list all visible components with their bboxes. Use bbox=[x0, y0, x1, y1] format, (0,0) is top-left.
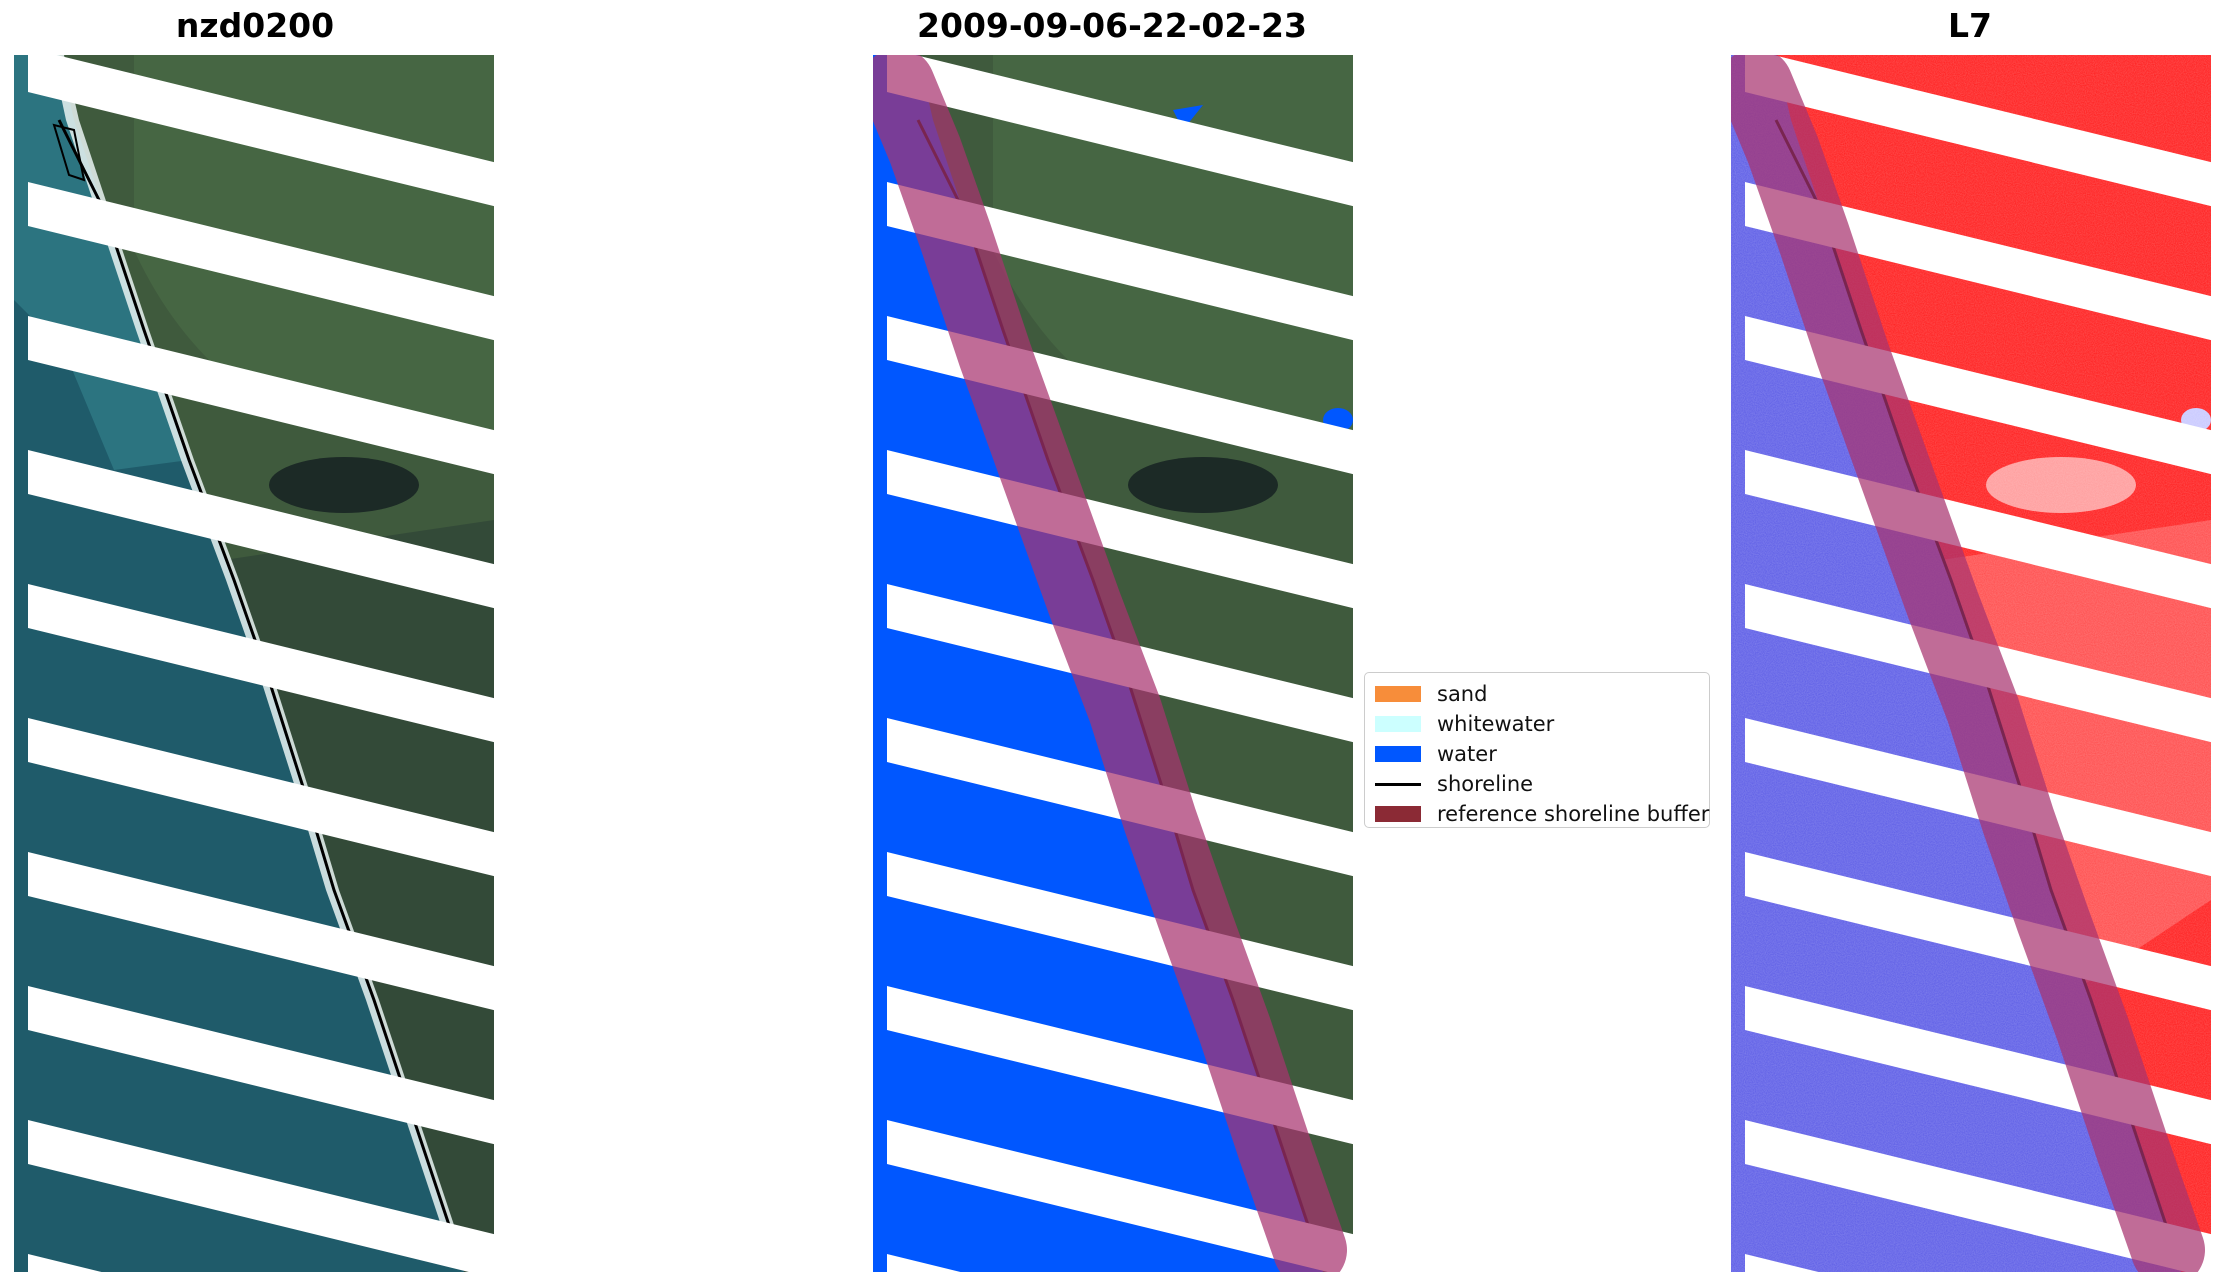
legend-item-buffer: reference shoreline buffer bbox=[1375, 799, 1709, 829]
legend-item-sand: sand bbox=[1375, 679, 1699, 709]
buffer-swatch bbox=[1375, 806, 1421, 822]
sea-shallow bbox=[14, 55, 189, 470]
reference-shoreline-buffer bbox=[1731, 55, 2205, 1272]
panel-title-date: 2009-09-06-22-02-23 bbox=[917, 6, 1307, 45]
lagoon-outline bbox=[52, 123, 86, 182]
surf-zone bbox=[52, 55, 459, 1240]
legend-item-shoreline: shoreline bbox=[1375, 769, 1699, 799]
legend-label: shoreline bbox=[1437, 772, 1534, 796]
rgb-image-panel bbox=[14, 55, 494, 1272]
legend-label: sand bbox=[1437, 682, 1488, 706]
water-swatch bbox=[1375, 746, 1421, 762]
legend-label: whitewater bbox=[1437, 712, 1555, 736]
lake bbox=[269, 457, 419, 513]
legend-item-whitewater: whitewater bbox=[1375, 709, 1699, 739]
whitewater-swatch bbox=[1375, 716, 1421, 732]
shoreline bbox=[57, 119, 456, 1241]
panel-title-image-id: nzd0200 bbox=[175, 6, 335, 45]
land-shading bbox=[993, 55, 1353, 460]
legend-item-water: water bbox=[1375, 739, 1699, 769]
shoreline-line-swatch bbox=[1375, 782, 1421, 786]
panel-title-satellite: L7 bbox=[1948, 6, 1992, 45]
sand-swatch bbox=[1375, 686, 1421, 702]
classified-image-panel bbox=[873, 55, 1353, 1272]
water-index-panel bbox=[1731, 55, 2211, 1272]
water-class-pond bbox=[1323, 408, 1353, 432]
land-shading bbox=[134, 55, 494, 460]
legend: sand whitewater water shoreline referenc… bbox=[1364, 672, 1710, 828]
lake bbox=[1128, 457, 1278, 513]
reference-shoreline-buffer bbox=[873, 55, 1347, 1272]
legend-label: reference shoreline buffer bbox=[1437, 802, 1710, 826]
water-class-inland bbox=[1173, 105, 1203, 130]
legend-label: water bbox=[1437, 742, 1497, 766]
dark-land-strip bbox=[224, 520, 494, 1272]
